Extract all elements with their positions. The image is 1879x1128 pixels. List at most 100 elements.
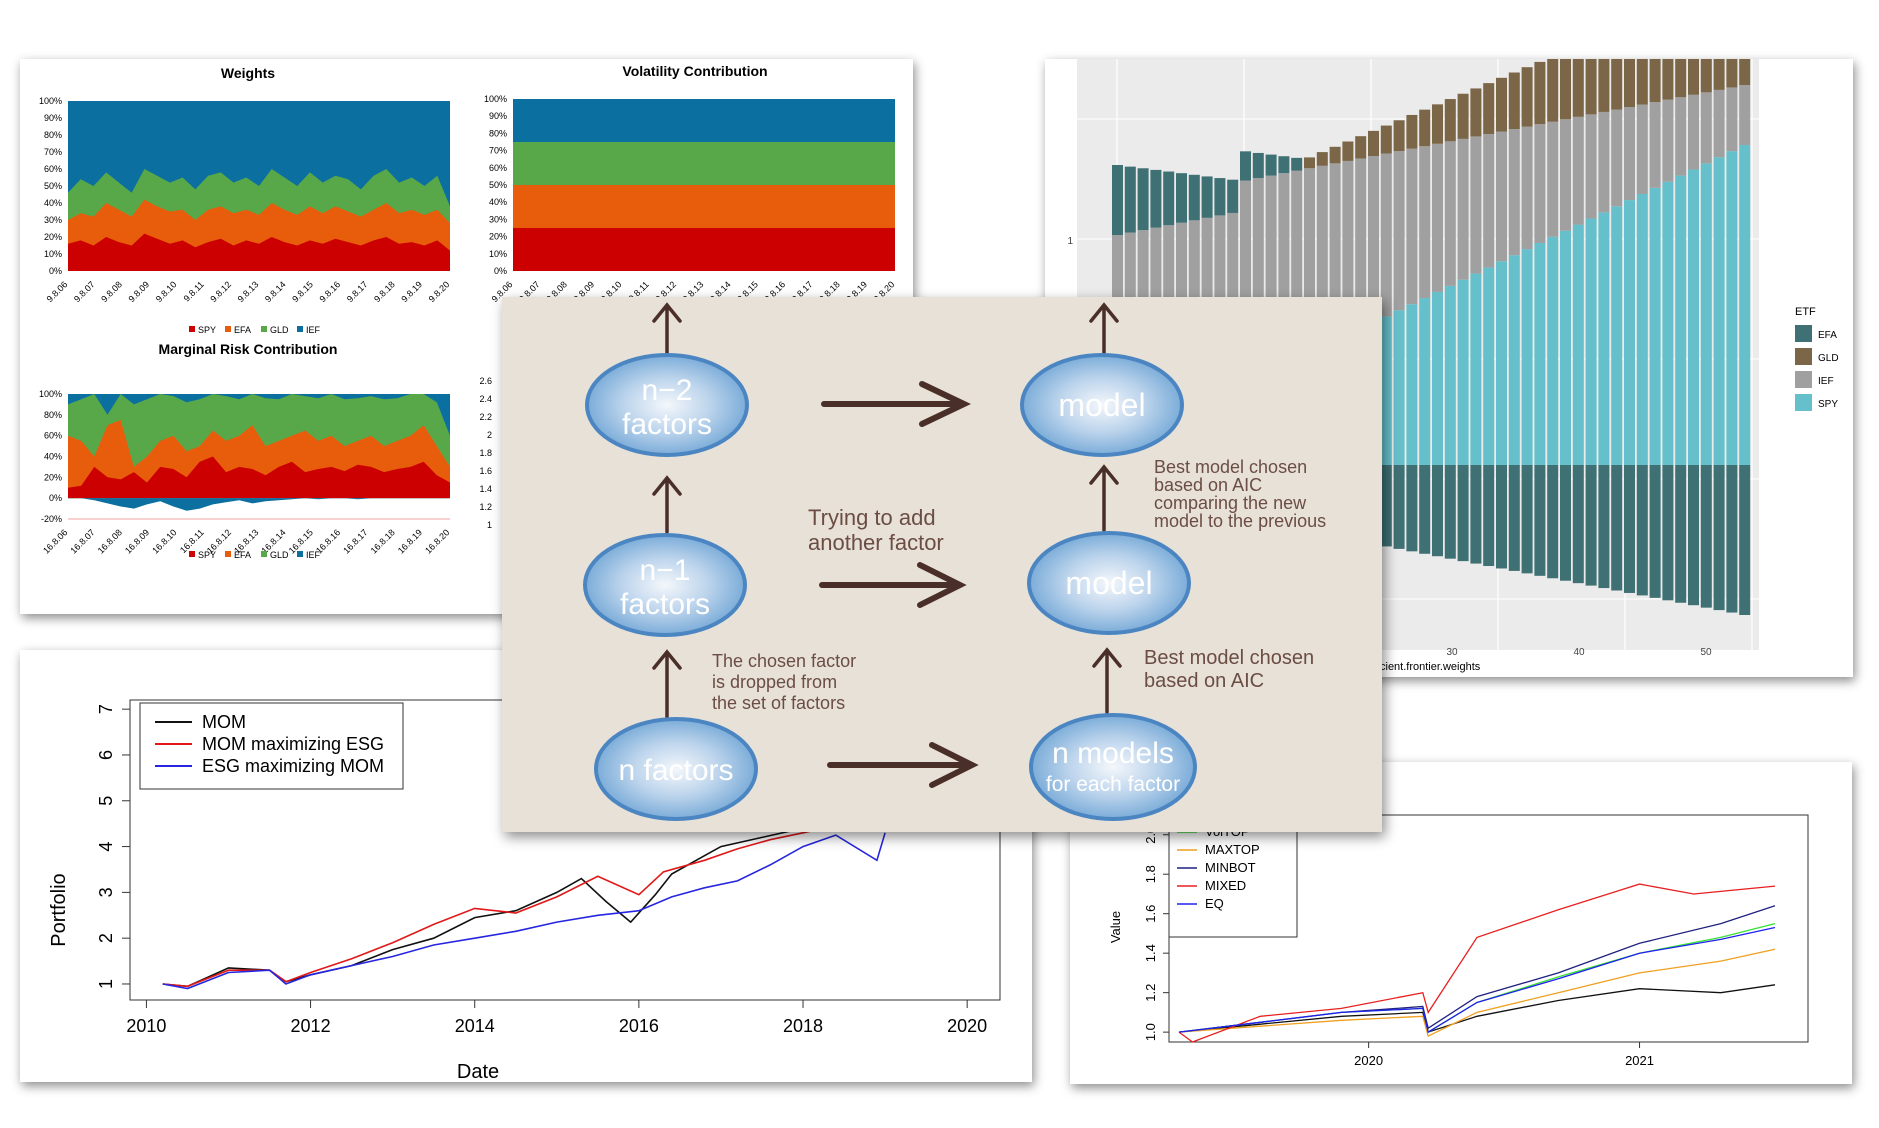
bar-efa-negative <box>1444 465 1456 559</box>
legend-label: IEF <box>306 325 321 335</box>
y-tick-label: 2.2 <box>479 412 492 422</box>
arrow-right-top <box>821 381 971 427</box>
y-axis-label: Value <box>1108 911 1123 943</box>
x-tick-label: 2018 <box>783 1016 823 1036</box>
x-tick-label: 2020 <box>1354 1053 1383 1068</box>
legend-label: MIXED <box>1205 878 1246 893</box>
bar-top <box>1124 166 1136 233</box>
bar-ief <box>1624 107 1635 201</box>
y-tick-label: 80% <box>489 128 507 138</box>
y-tick-label: 6 <box>96 750 116 760</box>
bar-efa-negative <box>1572 465 1584 584</box>
bar-top <box>1700 59 1712 93</box>
y-tick-label: 70% <box>489 146 507 156</box>
svg-text:model: model <box>1058 387 1145 423</box>
bar-ief <box>1649 102 1661 188</box>
bar-ief <box>1380 153 1392 317</box>
bar-top <box>1457 93 1469 139</box>
y-tick-label: 20% <box>489 232 507 242</box>
legend-label: GLD <box>270 550 289 560</box>
y-tick-label: 1.8 <box>479 448 492 458</box>
bar-top <box>1214 178 1226 216</box>
bar-ief <box>1432 143 1443 292</box>
y-tick-label: 50% <box>44 181 62 191</box>
legend-swatch <box>297 551 303 557</box>
y-tick-label: 1 <box>1067 236 1073 247</box>
bar-efa-negative <box>1713 465 1725 611</box>
legend-label: MOM <box>202 712 246 732</box>
legend-label: IEF <box>1818 376 1834 387</box>
svg-text:for each factor: for each factor <box>1046 773 1180 796</box>
bar-spy <box>1598 212 1610 465</box>
bar-ief <box>1739 85 1751 145</box>
bar-ief <box>1572 116 1584 225</box>
bar-top <box>1278 156 1290 174</box>
legend-swatch <box>1795 394 1812 411</box>
bar-ief <box>1636 104 1648 194</box>
bar-spy <box>1585 218 1597 465</box>
series-line-2 <box>162 832 886 990</box>
bar-top <box>1150 169 1162 228</box>
legend-swatch <box>189 551 195 557</box>
x-tick-label: 9.8.07 <box>72 279 97 304</box>
x-tick-label: 2021 <box>1625 1053 1654 1068</box>
arrow-up-right-lower <box>1092 647 1122 714</box>
annotation-best-compare: Best model chosen based on AIC comparing… <box>1154 457 1326 531</box>
bar-efa-negative <box>1496 465 1507 569</box>
svg-text:factors: factors <box>622 408 712 441</box>
bar-ief <box>1688 94 1699 170</box>
y-tick-label: 1.4 <box>479 484 492 494</box>
x-tick-label: 16.8.08 <box>96 527 124 555</box>
legend-box <box>139 702 404 790</box>
bar-spy <box>1700 163 1712 465</box>
x-tick-label: 9.8.13 <box>236 279 261 304</box>
bar-efa-negative <box>1611 465 1623 591</box>
svg-text:Best model chosen: Best model chosen <box>1154 457 1307 477</box>
bar-ief <box>1252 178 1264 378</box>
legend-swatch <box>261 551 267 557</box>
legend-label: SPY <box>198 325 216 335</box>
bar-ief <box>1662 99 1674 182</box>
bar-top <box>1688 59 1699 95</box>
bar-top <box>1252 152 1264 179</box>
y-tick-label: 1.8 <box>1143 865 1158 883</box>
legend-label: EFA <box>234 550 251 560</box>
bar-efa-negative <box>1700 465 1712 608</box>
bar-efa-negative <box>1649 465 1661 598</box>
y-tick-label: 10% <box>489 249 507 259</box>
x-axis-label: cient.frontier.weights <box>1380 661 1481 673</box>
bar-efa-negative <box>1560 465 1571 581</box>
legend-swatch <box>1795 325 1812 342</box>
bar-spy <box>1560 230 1571 465</box>
bar-top <box>1355 136 1367 159</box>
legend-label: MINBOT <box>1205 860 1256 875</box>
bar-top <box>1163 171 1175 226</box>
bar-efa-negative <box>1508 465 1520 571</box>
bar-top <box>1406 114 1418 149</box>
x-tick-label: 2014 <box>455 1016 495 1036</box>
bar-top <box>1470 88 1482 137</box>
y-tick-label: 0% <box>494 266 507 276</box>
legend-swatch <box>225 326 231 332</box>
y-tick-label: 3 <box>96 887 116 897</box>
bar-spy <box>1457 279 1469 465</box>
bar-spy <box>1470 273 1482 465</box>
bar-top <box>1675 59 1687 98</box>
x-tick-label: 16.8.19 <box>396 527 424 555</box>
bar-ief <box>1470 136 1482 274</box>
legend-swatch <box>189 326 195 332</box>
x-tick-label: 2020 <box>947 1016 987 1036</box>
bar-spy <box>1508 255 1520 465</box>
bar-efa-negative <box>1598 465 1610 589</box>
series-line-2 <box>1178 948 1776 1038</box>
y-tick-label: 70% <box>44 147 62 157</box>
bar-top <box>1739 59 1751 85</box>
bar-efa-negative <box>1624 465 1635 593</box>
x-tick-label: 9.8.08 <box>99 279 124 304</box>
legend-label: ESG maximizing MOM <box>202 756 384 776</box>
bar-efa-negative <box>1739 465 1751 615</box>
risk-contribution-card: Weights 100% 90% 80% 70% 60% 50% 40% 30% 20% 10% 0%… <box>20 59 913 614</box>
bar-spy <box>1432 291 1443 465</box>
annotation-trying: Trying to add another factor <box>808 505 944 555</box>
area-spy <box>513 228 895 271</box>
